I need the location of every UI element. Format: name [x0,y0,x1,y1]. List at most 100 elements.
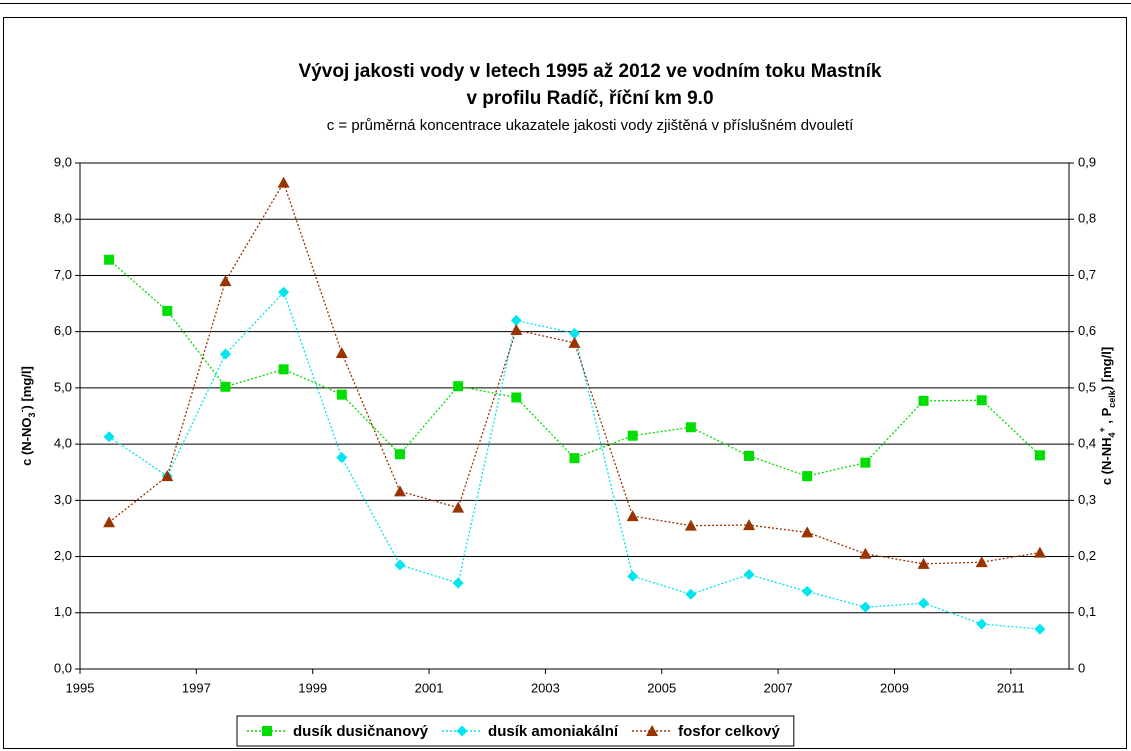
y-tick-label: 2,0 [54,548,72,563]
chart-title: Vývoj jakosti vody v letech 1995 až 2012… [299,61,882,82]
legend-label: fosfor celkový [678,723,780,740]
y2-tick-label: 0,1 [1078,604,1096,619]
marker [335,347,348,359]
marker [975,556,988,568]
x-tick-label: 2009 [880,680,909,695]
marker [569,453,580,464]
marker [220,381,231,392]
marker [453,381,464,392]
marker [336,452,348,464]
marker [262,726,272,736]
y-tick-label: 7,0 [54,267,72,282]
marker [744,450,755,461]
marker [976,618,988,630]
chart-subtitle: c = průměrná koncentrace ukazatele jakos… [327,117,854,134]
axis-label-part: c (N-NH [1099,437,1114,485]
y-tick-label: 9,0 [54,154,72,169]
marker [394,449,405,460]
chart-title: v profilu Radíč, říční km 9.0 [466,88,713,109]
axis-label-part: c (N-NO [19,417,34,465]
y2-tick-label: 0,6 [1078,323,1096,338]
axis-label-part: 3 [27,412,37,417]
x-tick-label: 2005 [647,680,676,695]
legend-label: dusík dusičnanový [293,723,429,740]
x-tick-label: 2007 [764,680,793,695]
marker [393,485,406,497]
axis-label-part: 4 [1107,432,1117,437]
y-tick-label: 8,0 [54,211,72,226]
y2-tick-label: 0,5 [1078,379,1096,394]
marker [278,286,290,298]
plot-border [79,162,1070,670]
marker [456,725,468,737]
marker [568,336,581,348]
legend-box [236,715,795,747]
marker [685,588,697,600]
axis-label-part: ) [mg/l] [19,366,34,409]
marker [1034,450,1045,461]
marker [162,305,173,316]
plot-area [80,163,1069,669]
axis-label-part: celk [1107,389,1117,408]
y-tick-label: 5,0 [54,379,72,394]
x-tick-label: 1997 [182,680,211,695]
y-tick-label: 6,0 [54,323,72,338]
marker [976,395,987,406]
y-tick-label: 4,0 [54,436,72,451]
marker [161,470,174,482]
marker [684,519,697,531]
marker [917,557,930,569]
marker [859,601,871,613]
marker [918,597,930,609]
x-tick-label: 2001 [415,680,444,695]
marker [627,570,639,582]
marker [918,395,929,406]
marker [859,547,872,559]
axis-label-part: - [17,409,27,412]
x-tick-label: 1999 [298,680,327,695]
marker [394,559,406,571]
marker [743,569,755,581]
y2-tick-label: 0 [1078,660,1085,675]
marker [104,254,115,265]
marker [685,422,696,433]
marker [860,457,871,468]
marker [219,348,231,360]
marker [510,314,522,326]
marker [452,501,465,513]
axis-label: c (N-NO3-) [mg/l] [17,366,37,466]
marker [278,364,289,375]
marker [511,392,522,403]
marker [103,516,116,528]
axis-label-part: + [1097,427,1107,432]
marker [569,327,580,339]
marker [103,431,115,443]
marker [1034,623,1046,635]
marker [510,323,523,335]
y-tick-label: 1,0 [54,604,72,619]
marker [336,389,347,400]
marker [646,725,659,736]
marker [627,430,638,441]
marker [743,519,756,531]
marker [801,585,813,597]
marker [802,471,813,482]
axis-label: c (N-NH4+ , Pcelk) [mg/l] [1097,347,1117,485]
y2-tick-label: 0,7 [1078,267,1096,282]
y-tick-label: 0,0 [54,660,72,675]
marker [277,176,290,188]
marker [1033,546,1046,558]
marker [219,275,232,287]
y2-tick-label: 0,3 [1078,492,1096,507]
marker [626,510,639,522]
x-tick-label: 1995 [66,680,95,695]
marker [452,577,464,589]
y2-tick-label: 0,9 [1078,154,1096,169]
y2-tick-label: 0,8 [1078,211,1096,226]
axis-label-part: ) [mg/l] [1099,347,1114,390]
y2-tick-label: 0,2 [1078,548,1096,563]
y2-tick-label: 0,4 [1078,436,1096,451]
x-tick-label: 2003 [531,680,560,695]
y-tick-label: 3,0 [54,492,72,507]
